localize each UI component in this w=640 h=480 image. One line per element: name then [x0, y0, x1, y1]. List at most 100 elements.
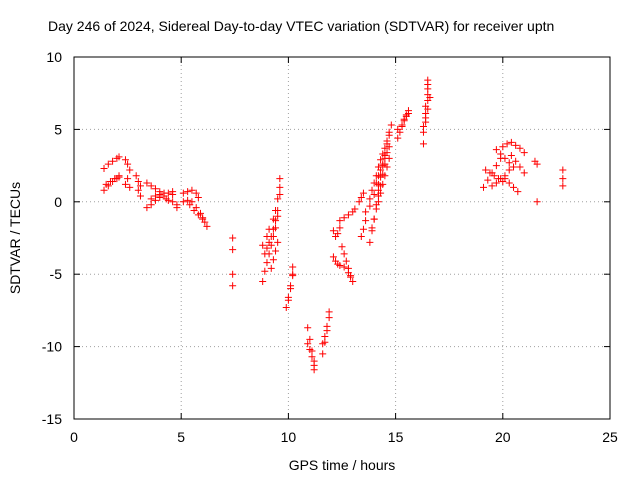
data-point: [383, 149, 391, 157]
data-point: [287, 285, 295, 293]
data-point: [173, 201, 181, 209]
data-points: [100, 76, 567, 374]
data-point: [156, 191, 164, 199]
data-point: [349, 277, 357, 285]
data-point: [426, 94, 434, 102]
data-point: [355, 198, 363, 206]
data-point: [100, 186, 108, 194]
data-point: [387, 121, 395, 129]
data-point: [501, 175, 509, 183]
data-point: [304, 324, 312, 332]
data-point: [100, 164, 108, 172]
data-point: [229, 234, 237, 242]
data-point: [147, 195, 155, 203]
data-point: [497, 150, 505, 158]
data-point: [102, 180, 110, 188]
data-point: [229, 246, 237, 254]
data-point: [357, 193, 365, 201]
data-point: [263, 259, 271, 267]
data-point: [520, 169, 528, 177]
data-point: [319, 350, 327, 358]
data-point: [134, 186, 142, 194]
data-point: [151, 192, 159, 200]
data-point: [272, 217, 280, 225]
data-point: [359, 225, 367, 233]
data-point: [274, 195, 282, 203]
data-point: [383, 163, 391, 171]
data-point: [115, 173, 123, 181]
data-point: [505, 166, 513, 174]
data-point: [394, 134, 402, 142]
data-point: [344, 211, 352, 219]
data-point: [338, 243, 346, 251]
data-point: [188, 186, 196, 194]
data-point: [229, 270, 237, 278]
data-point: [272, 247, 280, 255]
data-point: [134, 178, 142, 186]
data-point: [404, 109, 412, 117]
data-point: [126, 166, 134, 174]
data-point: [514, 188, 522, 196]
data-point: [512, 157, 520, 165]
data-point: [136, 182, 144, 190]
data-point: [323, 322, 331, 330]
data-point: [344, 269, 352, 277]
data-point: [340, 214, 348, 222]
data-point: [377, 156, 385, 164]
data-point: [377, 166, 385, 174]
data-point: [261, 250, 269, 258]
data-point: [381, 144, 389, 152]
x-tick-label: 0: [70, 429, 78, 445]
data-point: [229, 282, 237, 290]
y-tick-label: -5: [50, 266, 63, 282]
data-point: [342, 257, 350, 265]
data-point: [274, 238, 282, 246]
data-point: [482, 166, 490, 174]
data-point: [284, 296, 292, 304]
data-point: [306, 335, 314, 343]
data-point: [276, 191, 284, 199]
data-point: [132, 172, 140, 180]
data-point: [192, 189, 200, 197]
data-point: [265, 238, 273, 246]
data-point: [179, 189, 187, 197]
data-point: [374, 180, 382, 188]
data-point: [368, 224, 376, 232]
data-point: [274, 206, 282, 214]
data-point: [492, 179, 500, 187]
data-point: [269, 225, 277, 233]
data-point: [424, 105, 432, 113]
plot-area-frame: [73, 56, 611, 420]
data-point: [362, 217, 370, 225]
x-tick-label: 5: [177, 429, 185, 445]
data-point: [507, 138, 515, 146]
data-point: [308, 353, 316, 361]
data-point: [379, 150, 387, 158]
data-point: [194, 193, 202, 201]
data-point: [347, 273, 355, 281]
grid-lines: [74, 57, 610, 419]
data-point: [368, 186, 376, 194]
x-tick-label: 20: [495, 429, 511, 445]
data-point: [492, 162, 500, 170]
x-axis-label: GPS time / hours: [289, 457, 396, 473]
data-point: [520, 149, 528, 157]
data-point: [319, 340, 327, 348]
data-point: [259, 277, 267, 285]
y-tick-label: -15: [42, 411, 62, 427]
data-point: [179, 198, 187, 206]
data-point: [336, 224, 344, 232]
data-point: [186, 201, 194, 209]
data-point: [357, 233, 365, 241]
data-point: [289, 272, 297, 280]
data-point: [484, 176, 492, 184]
data-point: [516, 163, 524, 171]
data-point: [111, 175, 119, 183]
data-point: [306, 345, 314, 353]
data-point: [329, 253, 337, 261]
data-point: [366, 195, 374, 203]
data-point: [377, 189, 385, 197]
data-point: [282, 304, 290, 312]
data-point: [385, 143, 393, 151]
